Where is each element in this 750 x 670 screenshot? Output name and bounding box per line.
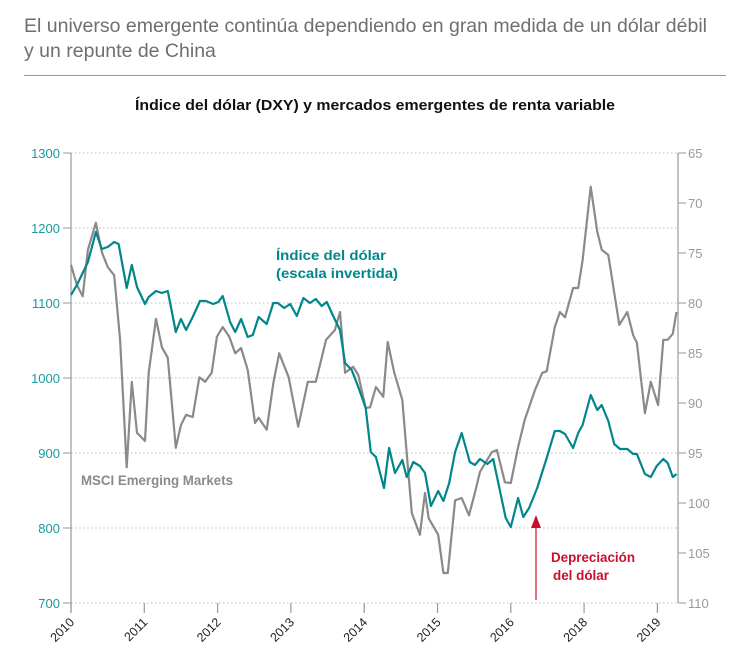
right-axis-tick-label: 80 xyxy=(688,296,702,311)
right-axis-tick-label: 95 xyxy=(688,446,702,461)
x-axis-tick-label: 2018 xyxy=(561,615,591,645)
x-axis-tick-label: 2019 xyxy=(634,615,664,645)
series-group xyxy=(69,185,678,575)
gridlines xyxy=(71,152,678,604)
headline: El universo emergente continúa dependien… xyxy=(24,14,734,64)
dollar-index-line xyxy=(70,230,678,529)
dxy-label-line1: Índice del dólar xyxy=(276,247,387,263)
right-axis-tick-label: 65 xyxy=(688,146,702,161)
headline-line1: El universo emergente continúa dependien… xyxy=(24,15,707,37)
x-axis-tick-label: 2015 xyxy=(414,615,444,645)
dxy-label-line2: (escala invertida) xyxy=(276,265,398,281)
x-axis-tick-label: 2012 xyxy=(194,615,224,645)
right-axis-tick-label: 90 xyxy=(688,396,702,411)
left-axis-tick-label: 900 xyxy=(38,446,60,461)
depreciation-arrow-head xyxy=(531,515,541,528)
left-axis-tick-label: 1100 xyxy=(32,296,60,311)
left-axis-tick-label: 1300 xyxy=(31,146,60,161)
x-axis-tick-label: 2010 xyxy=(48,615,78,645)
divider xyxy=(24,75,726,76)
right-axis-tick-label: 70 xyxy=(688,196,702,211)
left-axis-tick-label: 1200 xyxy=(31,221,60,236)
right-axis-tick-label: 75 xyxy=(688,246,702,261)
right-axis-tick-label: 110 xyxy=(688,596,709,611)
x-axis-tick-label: 2013 xyxy=(267,615,297,645)
x-axis-tick-label: 2014 xyxy=(341,615,371,645)
left-axis-tick-label: 1000 xyxy=(31,371,60,386)
right-axis-tick-label: 105 xyxy=(688,546,710,561)
headline-line2: y un repunte de China xyxy=(24,40,216,62)
depreciation-label-line2: del dólar xyxy=(553,567,610,583)
chart-title: Índice del dólar (DXY) y mercados emerge… xyxy=(135,97,615,114)
annotations: Índice del dólar (escala invertida) MSCI… xyxy=(81,247,635,600)
right-axis-tick-label: 85 xyxy=(688,346,702,361)
msci-em-line xyxy=(69,185,678,575)
depreciation-label-line1: Depreciación xyxy=(551,549,635,565)
right-axis-tick-label: 100 xyxy=(688,496,710,511)
left-axis-tick-label: 700 xyxy=(38,596,60,611)
x-axis-tick-label: 2011 xyxy=(122,615,151,644)
left-axis-tick-label: 800 xyxy=(38,521,60,536)
x-axis-tick-label: 2016 xyxy=(487,615,517,645)
msci-label: MSCI Emerging Markets xyxy=(81,472,233,488)
